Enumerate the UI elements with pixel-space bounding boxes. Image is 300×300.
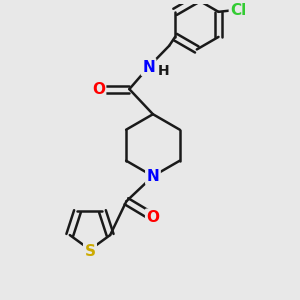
Text: O: O xyxy=(92,82,105,97)
Text: S: S xyxy=(85,244,95,259)
Text: O: O xyxy=(146,210,160,225)
Text: N: N xyxy=(142,59,155,74)
Text: H: H xyxy=(158,64,170,77)
Text: N: N xyxy=(147,169,159,184)
Text: Cl: Cl xyxy=(230,3,246,18)
